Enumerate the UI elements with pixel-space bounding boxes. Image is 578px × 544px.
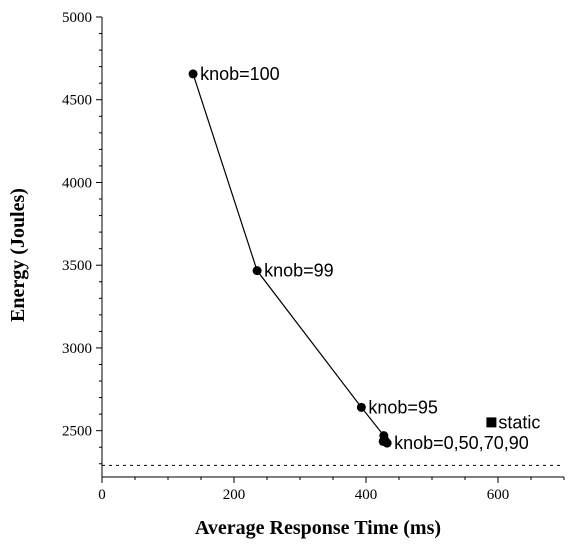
x-tick-label: 0 <box>98 487 106 503</box>
point-annotation: knob=99 <box>264 261 334 281</box>
point-annotation: knob=0,50,70,90 <box>394 433 529 453</box>
data-point <box>382 438 392 448</box>
point-annotation: knob=95 <box>368 397 438 417</box>
y-axis-title: Energy (Joules) <box>7 188 29 322</box>
data-point <box>188 69 198 79</box>
static-point <box>486 417 497 428</box>
y-tick-label: 3500 <box>62 258 92 274</box>
x-axis-title: Average Response Time (ms) <box>195 517 441 539</box>
point-annotation: static <box>498 412 540 432</box>
y-tick-label: 4000 <box>62 175 92 191</box>
point-annotation: knob=100 <box>200 64 280 84</box>
series-line <box>192 73 388 444</box>
data-point <box>252 266 262 276</box>
y-tick-label: 4500 <box>62 93 92 109</box>
x-tick-label: 400 <box>355 487 378 503</box>
y-tick-label: 5000 <box>62 10 92 26</box>
y-tick-label: 3000 <box>62 341 92 357</box>
x-tick-label: 600 <box>487 487 510 503</box>
data-point <box>356 402 366 412</box>
x-tick-label: 200 <box>223 487 246 503</box>
y-tick-label: 2500 <box>62 424 92 440</box>
